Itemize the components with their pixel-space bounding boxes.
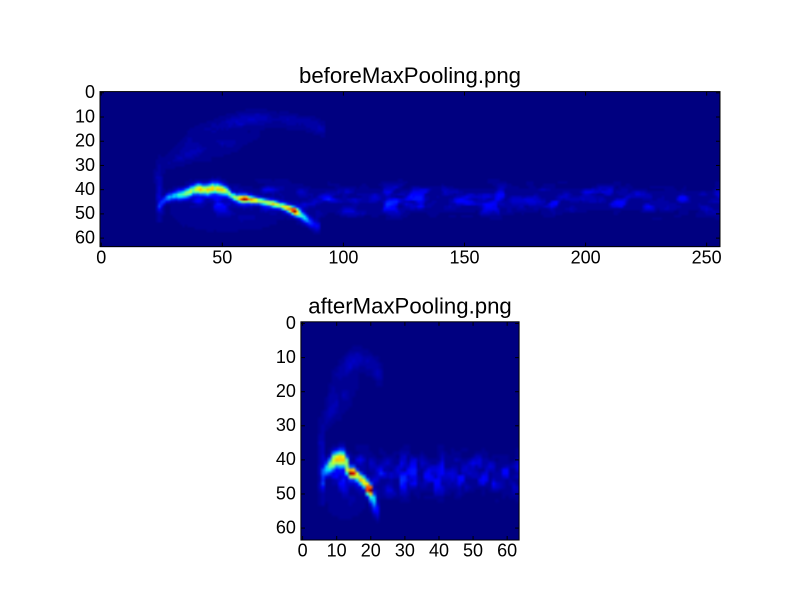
svg-text:20: 20 — [361, 541, 381, 561]
svg-text:10: 10 — [276, 347, 296, 367]
svg-text:50: 50 — [75, 203, 95, 223]
svg-text:60: 60 — [276, 517, 296, 537]
svg-text:50: 50 — [212, 247, 232, 267]
svg-text:0: 0 — [298, 541, 308, 561]
svg-text:40: 40 — [75, 179, 95, 199]
svg-text:40: 40 — [429, 541, 449, 561]
svg-text:afterMaxPooling.png: afterMaxPooling.png — [308, 293, 512, 318]
svg-text:30: 30 — [276, 415, 296, 435]
svg-text:0: 0 — [286, 313, 296, 333]
svg-text:200: 200 — [571, 247, 601, 267]
svg-text:150: 150 — [449, 247, 479, 267]
svg-text:100: 100 — [328, 247, 358, 267]
svg-text:10: 10 — [327, 541, 347, 561]
svg-text:250: 250 — [692, 247, 722, 267]
svg-text:20: 20 — [75, 131, 95, 151]
svg-text:20: 20 — [276, 381, 296, 401]
svg-text:50: 50 — [276, 483, 296, 503]
svg-text:60: 60 — [75, 227, 95, 247]
svg-text:10: 10 — [75, 106, 95, 126]
svg-text:0: 0 — [85, 82, 95, 102]
svg-text:50: 50 — [463, 541, 483, 561]
svg-text:60: 60 — [497, 541, 517, 561]
svg-text:beforeMaxPooling.png: beforeMaxPooling.png — [299, 63, 521, 88]
svg-text:0: 0 — [96, 247, 106, 267]
svg-text:30: 30 — [75, 155, 95, 175]
svg-text:40: 40 — [276, 449, 296, 469]
svg-text:30: 30 — [395, 541, 415, 561]
